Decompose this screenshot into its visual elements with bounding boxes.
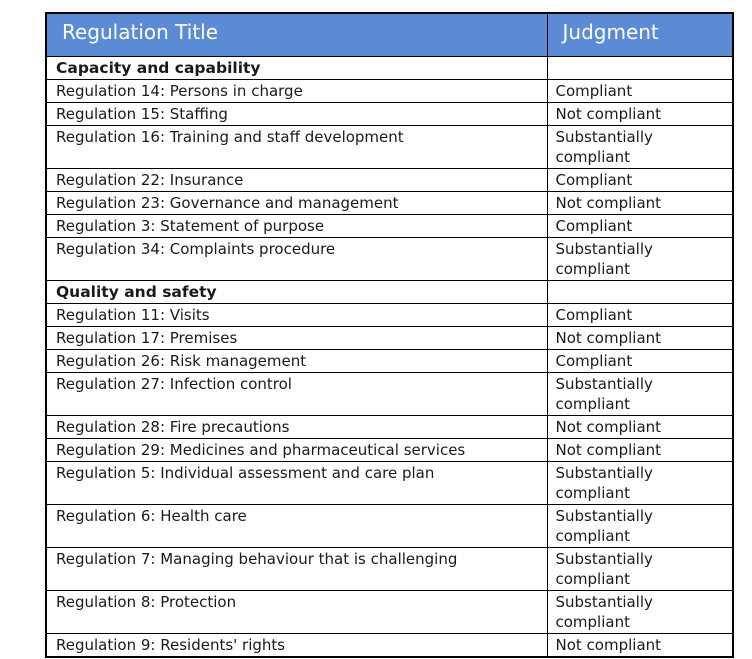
section-judgment-empty-cell [546,279,734,304]
regulation-title-cell: Regulation 27: Infection control [45,371,548,416]
section-header-row: Quality and safety [45,279,734,304]
table-header: Regulation Title Judgment [45,12,734,57]
table-row: Regulation 5: Individual assessment and … [45,460,734,505]
regulation-title-cell: Regulation 29: Medicines and pharmaceuti… [45,437,548,462]
judgment-cell: Compliant [546,302,734,327]
regulation-title-cell: Regulation 16: Training and staff develo… [45,124,548,169]
regulation-title-cell: Regulation 8: Protection [45,589,548,634]
judgment-cell: Substantially compliant [546,236,734,281]
judgment-cell: Substantially compliant [546,546,734,591]
judgment-cell: Substantially compliant [546,371,734,416]
regulation-title-cell: Regulation 15: Staffing [45,101,548,126]
regulation-title-cell: Regulation 5: Individual assessment and … [45,460,548,505]
judgment-cell: Not compliant [546,190,734,215]
table-row: Regulation 7: Managing behaviour that is… [45,546,734,591]
regulation-title-cell: Regulation 11: Visits [45,302,548,327]
regulation-judgment-table: Regulation Title Judgment Capacity and c… [45,12,734,658]
judgment-cell: Compliant [546,213,734,238]
table-row: Regulation 11: Visits Compliant [45,302,734,327]
judgment-cell: Compliant [546,78,734,103]
regulation-title-cell: Regulation 22: Insurance [45,167,548,192]
column-header-regulation-title: Regulation Title [45,12,548,57]
table-row: Regulation 28: Fire precautions Not comp… [45,414,734,439]
regulation-title-cell: Regulation 6: Health care [45,503,548,548]
section-title: Quality and safety [45,279,548,304]
judgment-cell: Not compliant [546,437,734,462]
table-row: Regulation 23: Governance and management… [45,190,734,215]
table-row: Regulation 26: Risk management Compliant [45,348,734,373]
regulation-title-cell: Regulation 3: Statement of purpose [45,213,548,238]
regulation-title-cell: Regulation 26: Risk management [45,348,548,373]
judgment-cell: Substantially compliant [546,124,734,169]
section-header-row: Capacity and capability [45,55,734,80]
regulation-title-cell: Regulation 23: Governance and management [45,190,548,215]
judgment-cell: Not compliant [546,414,734,439]
table-row: Regulation 16: Training and staff develo… [45,124,734,169]
table-row: Regulation 22: Insurance Compliant [45,167,734,192]
table-row: Regulation 29: Medicines and pharmaceuti… [45,437,734,462]
judgment-cell: Not compliant [546,101,734,126]
table-row: Regulation 34: Complaints procedure Subs… [45,236,734,281]
table-row: Regulation 9: Residents' rights Not comp… [45,632,734,657]
regulation-title-cell: Regulation 14: Persons in charge [45,78,548,103]
table-row: Regulation 17: Premises Not compliant [45,325,734,350]
regulation-title-cell: Regulation 17: Premises [45,325,548,350]
table-row: Regulation 8: Protection Substantially c… [45,589,734,634]
table-body: Capacity and capability Regulation 14: P… [45,55,734,657]
judgment-cell: Compliant [546,348,734,373]
table-row: Regulation 15: Staffing Not compliant [45,101,734,126]
section-judgment-empty-cell [546,55,734,80]
table-row: Regulation 14: Persons in charge Complia… [45,78,734,103]
judgment-cell: Substantially compliant [546,503,734,548]
judgment-cell: Substantially compliant [546,460,734,505]
table-row: Regulation 3: Statement of purpose Compl… [45,213,734,238]
table-row: Regulation 6: Health care Substantially … [45,503,734,548]
judgment-cell: Compliant [546,167,734,192]
judgment-cell: Not compliant [546,632,734,657]
regulation-title-cell: Regulation 7: Managing behaviour that is… [45,546,548,591]
section-title: Capacity and capability [45,55,548,80]
judgment-cell: Not compliant [546,325,734,350]
regulation-title-cell: Regulation 34: Complaints procedure [45,236,548,281]
regulation-title-cell: Regulation 9: Residents' rights [45,632,548,657]
judgment-cell: Substantially compliant [546,589,734,634]
regulation-title-cell: Regulation 28: Fire precautions [45,414,548,439]
table-row: Regulation 27: Infection control Substan… [45,371,734,416]
header-row: Regulation Title Judgment [45,12,734,57]
column-header-judgment: Judgment [546,12,734,57]
